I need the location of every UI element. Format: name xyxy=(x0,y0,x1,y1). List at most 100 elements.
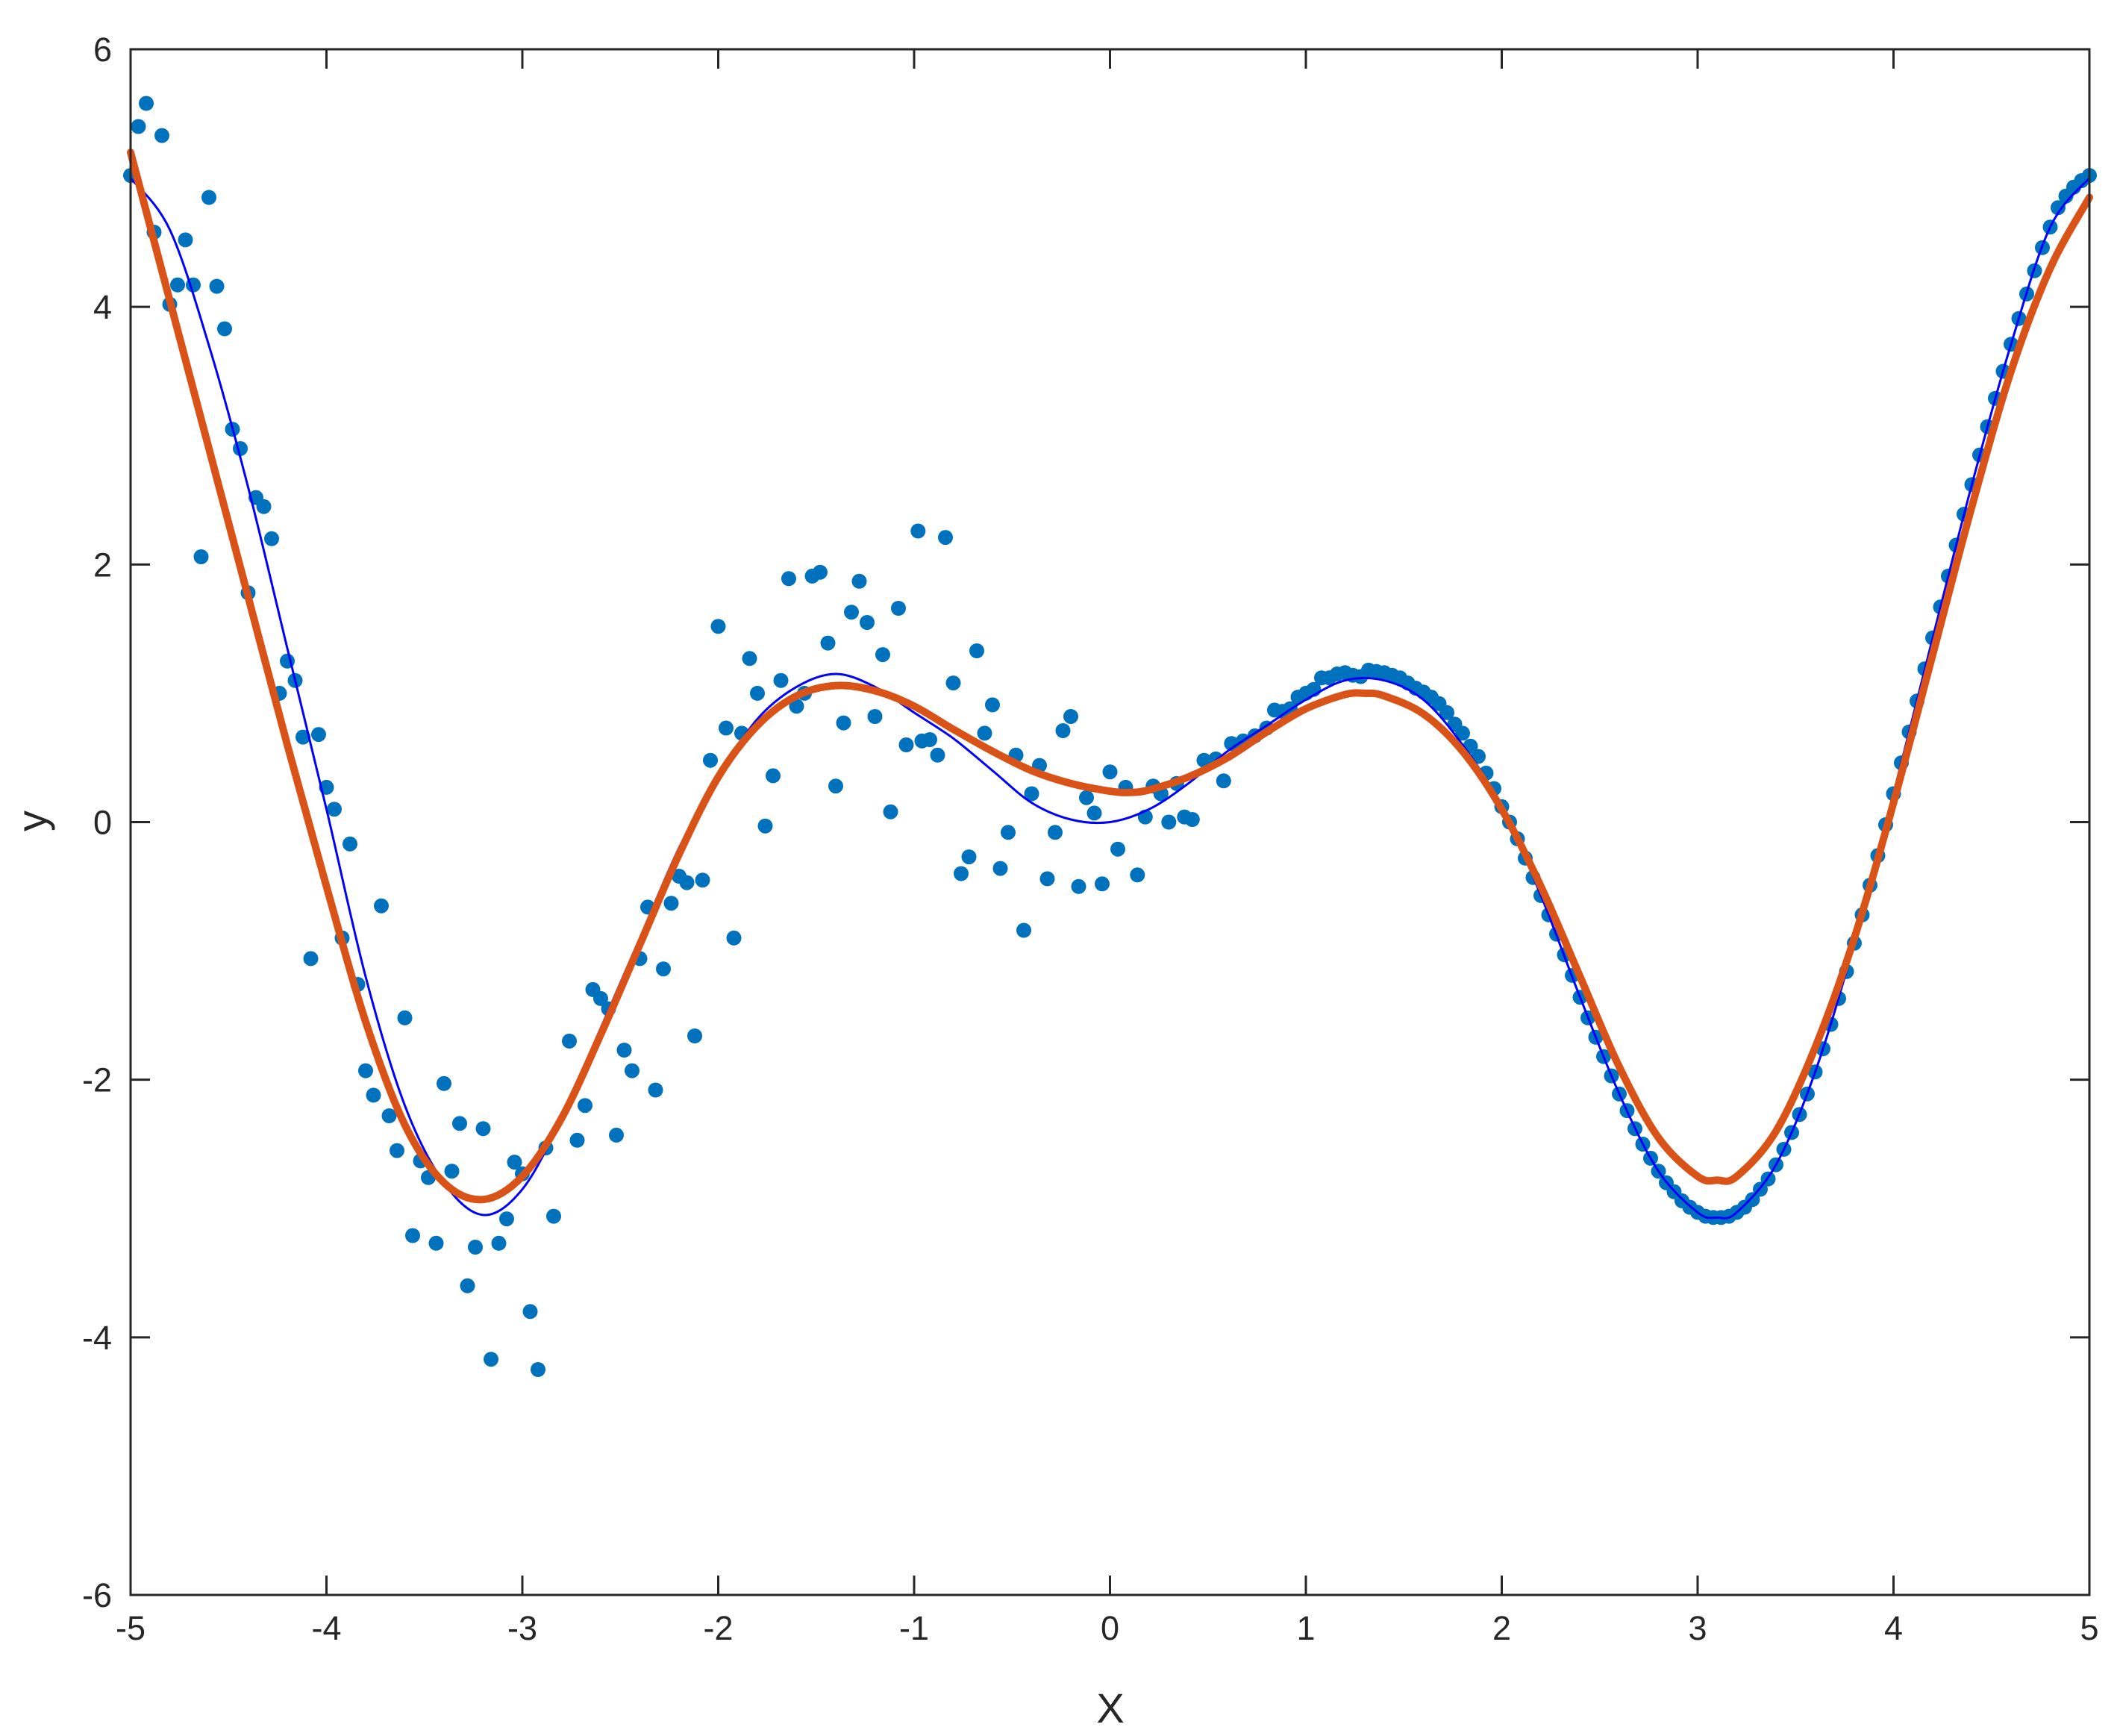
data-point xyxy=(256,499,272,514)
data-point xyxy=(860,615,875,630)
data-point xyxy=(569,1132,585,1148)
data-point xyxy=(820,635,836,651)
data-point xyxy=(898,737,914,752)
data-point xyxy=(773,672,789,688)
data-point xyxy=(813,564,828,580)
data-point xyxy=(750,685,765,701)
data-point xyxy=(217,321,232,337)
x-tick-label: -5 xyxy=(116,1609,146,1647)
data-point xyxy=(891,601,906,616)
data-point xyxy=(1095,876,1110,892)
data-point xyxy=(977,725,992,741)
data-point xyxy=(1063,709,1078,724)
x-tick-label: 5 xyxy=(2080,1609,2098,1647)
data-point xyxy=(1196,752,1212,768)
data-point xyxy=(475,1121,491,1137)
x-tick-label: 0 xyxy=(1101,1609,1119,1647)
data-point xyxy=(1079,790,1094,805)
y-tick-label: 4 xyxy=(93,288,112,326)
data-point xyxy=(742,651,757,666)
data-point xyxy=(397,1010,413,1025)
data-point xyxy=(405,1228,420,1243)
data-point xyxy=(930,747,945,763)
data-point xyxy=(703,752,718,768)
x-tick-label: -3 xyxy=(507,1609,537,1647)
data-point xyxy=(789,699,804,714)
data-point xyxy=(1745,1192,1760,1208)
data-point xyxy=(945,675,961,691)
data-point xyxy=(679,875,695,890)
data-point xyxy=(883,804,898,819)
axes: -5 -4 -3 -2 -1 0 1 2 3 4 5 -6 -4 -2 0 2 4 6 xyxy=(82,31,2099,1647)
data-point xyxy=(178,232,193,248)
data-point xyxy=(992,861,1008,876)
data-point xyxy=(593,990,608,1006)
data-point xyxy=(452,1116,467,1131)
data-point xyxy=(507,1155,522,1170)
data-point xyxy=(170,277,185,293)
x-tick-label: 4 xyxy=(1884,1609,1903,1647)
x-tick-label: -2 xyxy=(703,1609,733,1647)
data-point xyxy=(390,1143,404,1158)
data-point xyxy=(851,573,867,589)
data-point xyxy=(1024,786,1039,802)
y-tick-label: -2 xyxy=(82,1061,112,1099)
data-point xyxy=(616,1043,632,1058)
data-point xyxy=(264,531,279,546)
data-point xyxy=(154,128,169,143)
data-point xyxy=(663,896,679,911)
y-tick-label: -4 xyxy=(82,1319,112,1357)
data-point xyxy=(867,709,883,724)
plot-area xyxy=(123,49,2097,1595)
data-point xyxy=(969,643,984,658)
data-point xyxy=(961,849,977,865)
data-point xyxy=(766,768,781,784)
data-point xyxy=(531,1362,545,1377)
fitted-curve xyxy=(127,149,2093,1204)
data-point xyxy=(484,1352,498,1367)
data-point xyxy=(625,1063,640,1078)
x-tick-label: 2 xyxy=(1492,1609,1511,1647)
data-point xyxy=(726,930,742,946)
data-point xyxy=(1039,871,1055,887)
data-point xyxy=(836,715,851,731)
data-point xyxy=(1224,736,1239,752)
data-point xyxy=(1130,867,1145,883)
data-point xyxy=(757,818,773,834)
x-tick-label: 3 xyxy=(1688,1609,1707,1647)
data-point xyxy=(546,1208,561,1224)
y-tick-label: 6 xyxy=(93,31,112,69)
data-point xyxy=(922,732,937,747)
data-point xyxy=(327,802,342,817)
data-point xyxy=(295,729,310,745)
data-point xyxy=(710,619,726,634)
data-point xyxy=(1161,814,1177,830)
data-point xyxy=(656,961,671,977)
data-point xyxy=(781,571,796,587)
data-point xyxy=(562,1033,577,1049)
data-point xyxy=(985,697,1000,713)
data-point xyxy=(609,1127,624,1143)
data-point xyxy=(695,872,710,888)
data-point xyxy=(444,1164,460,1179)
data-point xyxy=(303,951,319,967)
x-tick-label: -1 xyxy=(899,1609,929,1647)
data-point xyxy=(1071,878,1086,894)
true-function-curve xyxy=(129,177,2091,1220)
data-point xyxy=(954,866,969,881)
data-point xyxy=(1055,723,1071,738)
data-point xyxy=(522,1304,538,1320)
data-point xyxy=(1455,725,1470,741)
data-point xyxy=(468,1240,483,1255)
data-point xyxy=(1184,812,1200,827)
data-point xyxy=(2051,200,2066,216)
data-point xyxy=(131,119,146,134)
data-point xyxy=(1110,841,1125,857)
data-point xyxy=(437,1075,451,1091)
data-point xyxy=(719,720,734,736)
data-point xyxy=(343,836,357,852)
data-point xyxy=(1001,825,1016,840)
data-point xyxy=(875,647,890,663)
data-point xyxy=(578,1098,592,1114)
y-tick-label: 0 xyxy=(93,804,112,842)
